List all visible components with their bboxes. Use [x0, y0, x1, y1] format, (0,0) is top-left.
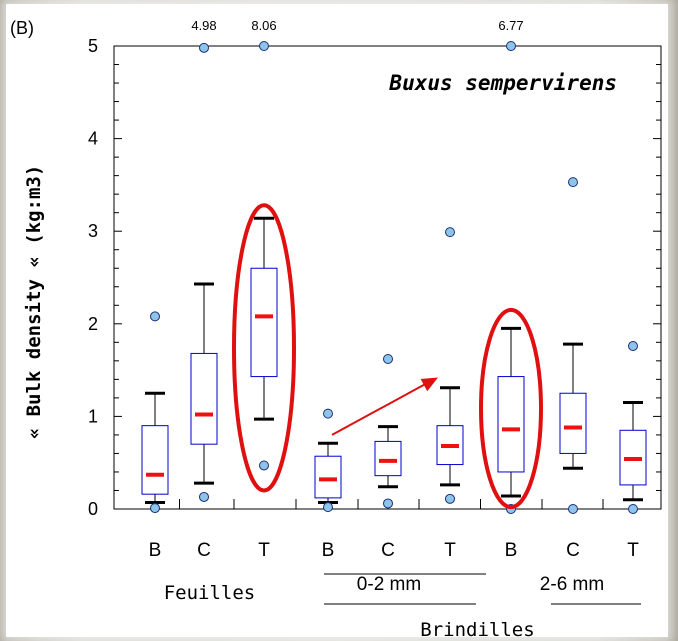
- trend-arrow-line: [331, 380, 431, 436]
- x-tick-label: C: [566, 540, 580, 561]
- outlier-point: [445, 493, 455, 504]
- outlier-point: [199, 491, 209, 502]
- outlier-point: [568, 504, 578, 514]
- chart-title: Buxus sempervirens: [388, 71, 617, 95]
- box: [374, 440, 402, 477]
- group-label: 0-2 mm: [357, 574, 421, 595]
- highlight-overlays: [232, 203, 543, 510]
- outlier-point: [323, 408, 333, 419]
- chart-panel: 0 1 2 3 4 5 B C T B C T B C T Feuilles 0-2 mm 2-6 mm Brind…: [6, 4, 668, 637]
- offscale-value-label: 4.98: [191, 18, 216, 33]
- box: [141, 425, 169, 495]
- outlier-point: [383, 498, 393, 509]
- x-tick-label: B: [149, 540, 162, 561]
- outlier-point: [568, 177, 578, 188]
- y-tick-label: 4: [88, 129, 98, 149]
- group-label: Feuilles: [164, 582, 256, 604]
- outlier-point: [506, 41, 516, 51]
- outlier-point: [628, 504, 638, 514]
- group-label: 2-6 mm: [540, 574, 604, 595]
- x-tick-label: B: [322, 540, 335, 561]
- supergroup-label: Brindilles: [420, 619, 534, 637]
- outlier-point: [199, 42, 209, 53]
- box: [314, 455, 342, 499]
- outlier-point: [383, 353, 393, 364]
- marks: 4.98 8.06 6.77: [141, 18, 647, 514]
- panel-label: (B): [10, 18, 34, 38]
- y-tick-label: 5: [88, 36, 98, 56]
- highlight-ellipse: [232, 203, 296, 493]
- offscale-value-label: 8.06: [251, 18, 276, 33]
- x-tick-label: C: [381, 540, 395, 561]
- outlier-point: [445, 227, 455, 238]
- y-tick-label: 0: [88, 499, 98, 519]
- x-tick-label: C: [197, 540, 211, 561]
- outlier-point: [150, 503, 160, 514]
- outlier-point: [259, 41, 269, 51]
- x-tick-label: T: [627, 540, 639, 561]
- highlight-ellipse: [479, 307, 543, 510]
- y-axis-label: « Bulk density « (kg:m3): [23, 165, 45, 440]
- x-tick-label: T: [258, 540, 270, 561]
- x-tick-label: T: [444, 540, 456, 561]
- x-tick-label: B: [505, 540, 518, 561]
- outlier-point: [323, 502, 333, 513]
- outlier-point: [628, 341, 638, 352]
- y-tick-label: 1: [88, 406, 98, 426]
- box: [250, 267, 278, 378]
- outlier-point: [150, 311, 160, 322]
- trend-arrow-head: [420, 377, 438, 392]
- y-tick-label: 3: [88, 221, 98, 241]
- box: [497, 376, 525, 473]
- offscale-value-label: 6.77: [498, 18, 523, 33]
- plot-frame: [113, 45, 662, 510]
- box: [190, 352, 218, 445]
- y-tick-label: 2: [88, 314, 98, 334]
- box: [559, 392, 587, 454]
- outlier-point: [259, 460, 269, 471]
